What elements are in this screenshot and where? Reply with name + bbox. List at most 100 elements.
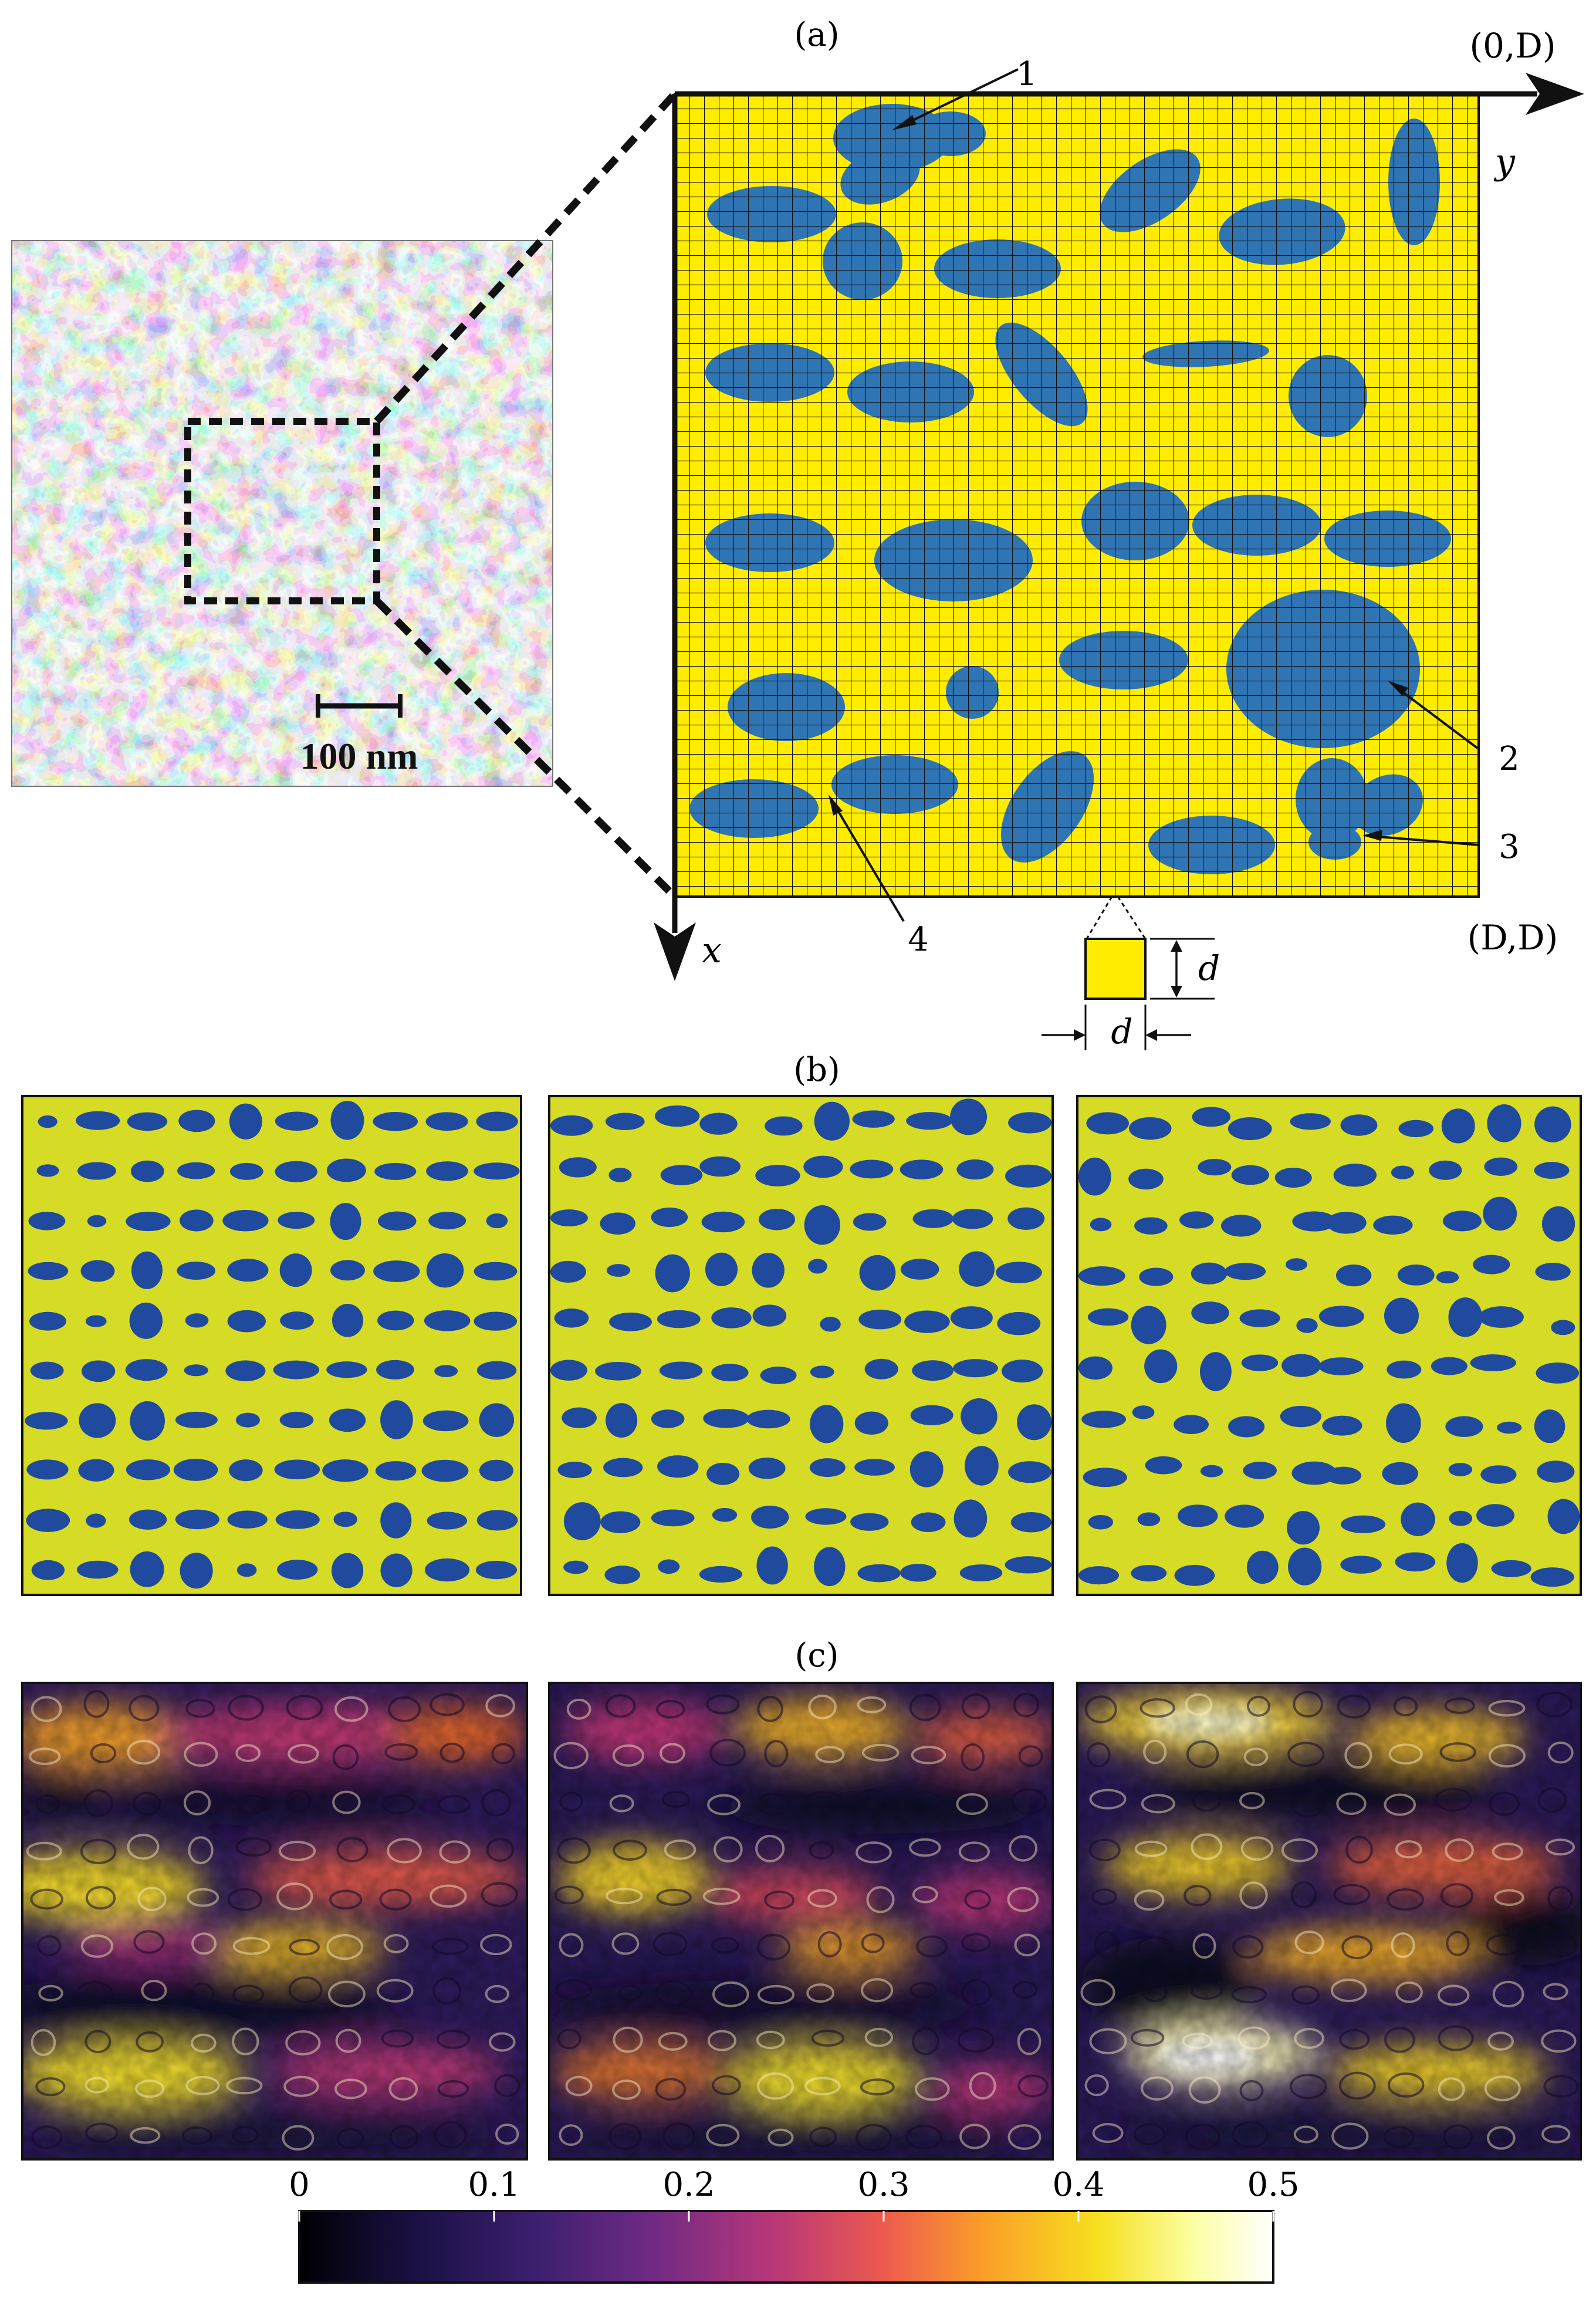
particle-rim xyxy=(707,1794,741,1815)
particle-rim xyxy=(376,1979,414,2003)
particle-rim xyxy=(711,1936,739,1954)
particle xyxy=(1290,1113,1331,1130)
particle xyxy=(373,1111,418,1131)
zoom-region-box xyxy=(184,418,380,604)
particle xyxy=(277,1560,318,1580)
particle-rim xyxy=(486,1838,514,1862)
particle-rim xyxy=(285,1789,312,1813)
svg-text:2: 2 xyxy=(1499,740,1520,778)
particle-rim xyxy=(857,1696,887,1713)
particle-rim xyxy=(1186,1740,1219,1769)
particle-rim xyxy=(755,1834,785,1862)
particle xyxy=(332,1304,364,1337)
particle xyxy=(912,1360,954,1381)
particle xyxy=(1007,1207,1045,1230)
particle-rim xyxy=(29,1747,61,1766)
particle xyxy=(1318,1306,1364,1327)
particle-rim xyxy=(712,2075,741,2095)
particle xyxy=(814,1101,850,1141)
particle xyxy=(280,1311,314,1330)
particle-rim xyxy=(235,1744,261,1762)
particle xyxy=(965,1446,999,1486)
particle-rim xyxy=(905,2125,943,2150)
particle xyxy=(1174,1564,1215,1586)
particle xyxy=(859,1255,896,1291)
particle-rim xyxy=(1487,2031,1514,2051)
particle-rim xyxy=(817,1931,842,1957)
particle xyxy=(1081,1411,1127,1428)
particle xyxy=(852,1110,895,1128)
particle-rim xyxy=(1395,1840,1422,1859)
particle xyxy=(1470,1354,1516,1371)
svg-text:3: 3 xyxy=(1499,828,1520,866)
particle-rim xyxy=(912,2027,939,2055)
particle xyxy=(809,1458,846,1478)
particle-rim xyxy=(767,2128,794,2147)
particle-rim xyxy=(437,2080,469,2098)
particle-rim xyxy=(809,2126,837,2148)
particle-rim xyxy=(381,1794,415,1814)
particle-rim xyxy=(1087,1742,1111,1768)
particle-rim xyxy=(1089,2028,1127,2054)
particle xyxy=(1281,1354,1321,1377)
axis-y-arrow xyxy=(675,73,1584,115)
particle xyxy=(125,1359,168,1381)
particle xyxy=(563,1502,601,1540)
particle-rim xyxy=(1391,1932,1415,1959)
particle xyxy=(377,1310,414,1331)
particle-rim xyxy=(329,1889,363,1910)
particle xyxy=(1239,1309,1280,1327)
particle xyxy=(475,1560,518,1580)
particle-rim xyxy=(1395,1981,1423,2003)
particle xyxy=(236,1563,257,1577)
particle-rim xyxy=(191,1932,217,1955)
particle xyxy=(711,1307,752,1328)
particle xyxy=(1228,1416,1265,1438)
particle-rim xyxy=(141,1979,167,2002)
panel-c-2-particles xyxy=(553,1692,1049,2152)
particle xyxy=(1144,1349,1178,1384)
particle-rim xyxy=(706,2124,740,2147)
particle xyxy=(1391,1165,1414,1179)
zoom-line-top xyxy=(374,91,678,424)
particle xyxy=(1537,1460,1575,1483)
particle xyxy=(1479,1306,1524,1328)
particle xyxy=(703,1408,749,1428)
particle-rim xyxy=(282,2125,315,2151)
particle-rim xyxy=(127,1834,160,1860)
particle xyxy=(129,1509,167,1530)
particle xyxy=(706,1462,740,1485)
particle-rim xyxy=(388,2077,418,2101)
particle xyxy=(1177,1505,1218,1527)
particle xyxy=(658,1559,680,1574)
particle-rim xyxy=(285,2030,321,2055)
particle xyxy=(909,1451,944,1487)
particle xyxy=(659,1361,703,1380)
particle xyxy=(1445,1416,1483,1437)
particle xyxy=(1228,1117,1272,1141)
particle xyxy=(79,1403,116,1438)
particle xyxy=(752,1252,785,1288)
particle-rim xyxy=(1537,1787,1567,1813)
particle-rim xyxy=(958,1841,990,1862)
particle xyxy=(1078,1157,1111,1196)
svg-text:1: 1 xyxy=(1016,55,1037,93)
particle-rim xyxy=(30,1888,63,1910)
particle xyxy=(810,1365,834,1378)
corner-label-top-right: (0,D) xyxy=(1469,26,1556,66)
particle xyxy=(1017,1404,1051,1441)
particle xyxy=(131,1251,163,1289)
particle xyxy=(227,1510,268,1529)
particle-rim xyxy=(957,2027,995,2053)
particle-rim xyxy=(278,1841,316,1861)
axis-y-label: y xyxy=(1493,141,1516,182)
particle-rim xyxy=(1137,1936,1174,1958)
particle-rim xyxy=(1536,1691,1573,1718)
particle xyxy=(330,1101,364,1140)
particle xyxy=(279,1411,314,1429)
particle-rim xyxy=(969,2072,996,2100)
particle-rim xyxy=(702,1888,740,1905)
particle xyxy=(474,1262,518,1281)
particle-rim xyxy=(655,2078,687,2101)
particle-rim xyxy=(1387,2072,1425,2098)
